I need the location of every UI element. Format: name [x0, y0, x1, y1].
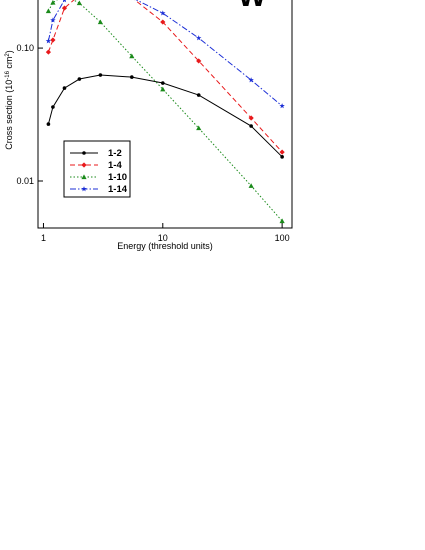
marker	[77, 77, 82, 81]
marker	[130, 75, 134, 79]
marker	[50, 37, 56, 43]
y-axis-label-part: -16	[5, 70, 11, 79]
marker	[196, 125, 202, 131]
marker	[81, 186, 87, 192]
marker	[76, 0, 82, 6]
x-tick-label: 100	[275, 233, 290, 243]
plot-frame	[37, 0, 293, 229]
marker	[196, 58, 202, 64]
marker	[62, 0, 67, 3]
x-tick-label: 1	[41, 233, 46, 243]
marker	[81, 162, 87, 168]
marker	[248, 183, 254, 188]
y-tick-label: 0.01	[16, 176, 34, 186]
marker	[279, 149, 285, 155]
marker	[280, 155, 284, 159]
marker	[45, 8, 51, 14]
marker	[62, 86, 67, 90]
marker	[248, 115, 254, 121]
marker	[160, 86, 166, 92]
marker	[195, 35, 202, 41]
marker	[45, 49, 51, 55]
series-line	[47, 0, 283, 222]
legend-label: 1-14	[108, 184, 128, 195]
marker	[98, 73, 103, 77]
legend-label: 1-10	[108, 172, 127, 183]
legend-label: 1-2	[108, 148, 122, 159]
annotation: W	[238, 0, 267, 13]
y-axis-label-part: Cross section (10	[4, 80, 14, 150]
y-axis-label-part: 2	[5, 53, 11, 57]
y-axis-label-part: )	[4, 50, 14, 53]
marker	[249, 124, 253, 128]
marker	[46, 122, 51, 126]
series-line	[47, 0, 283, 153]
marker	[160, 19, 166, 25]
marker	[82, 151, 86, 155]
marker	[160, 81, 165, 85]
y-axis-label-part: cm	[4, 57, 14, 72]
marker	[81, 174, 87, 180]
y-axis-label: Cross section (10-16 cm2)	[4, 50, 14, 150]
marker	[279, 218, 285, 224]
series-line	[47, 74, 283, 158]
marker	[50, 17, 56, 23]
legend-label: 1-4	[108, 160, 122, 171]
marker	[45, 38, 52, 44]
marker	[51, 105, 55, 109]
marker	[97, 19, 103, 25]
y-tick-label: 0.10	[16, 43, 34, 53]
marker	[129, 53, 135, 59]
plot-area	[45, 0, 285, 224]
marker	[279, 103, 285, 109]
marker	[196, 93, 201, 97]
marker	[160, 10, 166, 16]
marker	[50, 0, 56, 5]
marker	[248, 77, 254, 83]
x-tick-label: 10	[158, 233, 168, 243]
legend-box	[63, 140, 131, 198]
series-line	[47, 0, 283, 107]
x-axis-label: Energy (threshold units)	[117, 241, 213, 251]
marker	[61, 5, 68, 11]
